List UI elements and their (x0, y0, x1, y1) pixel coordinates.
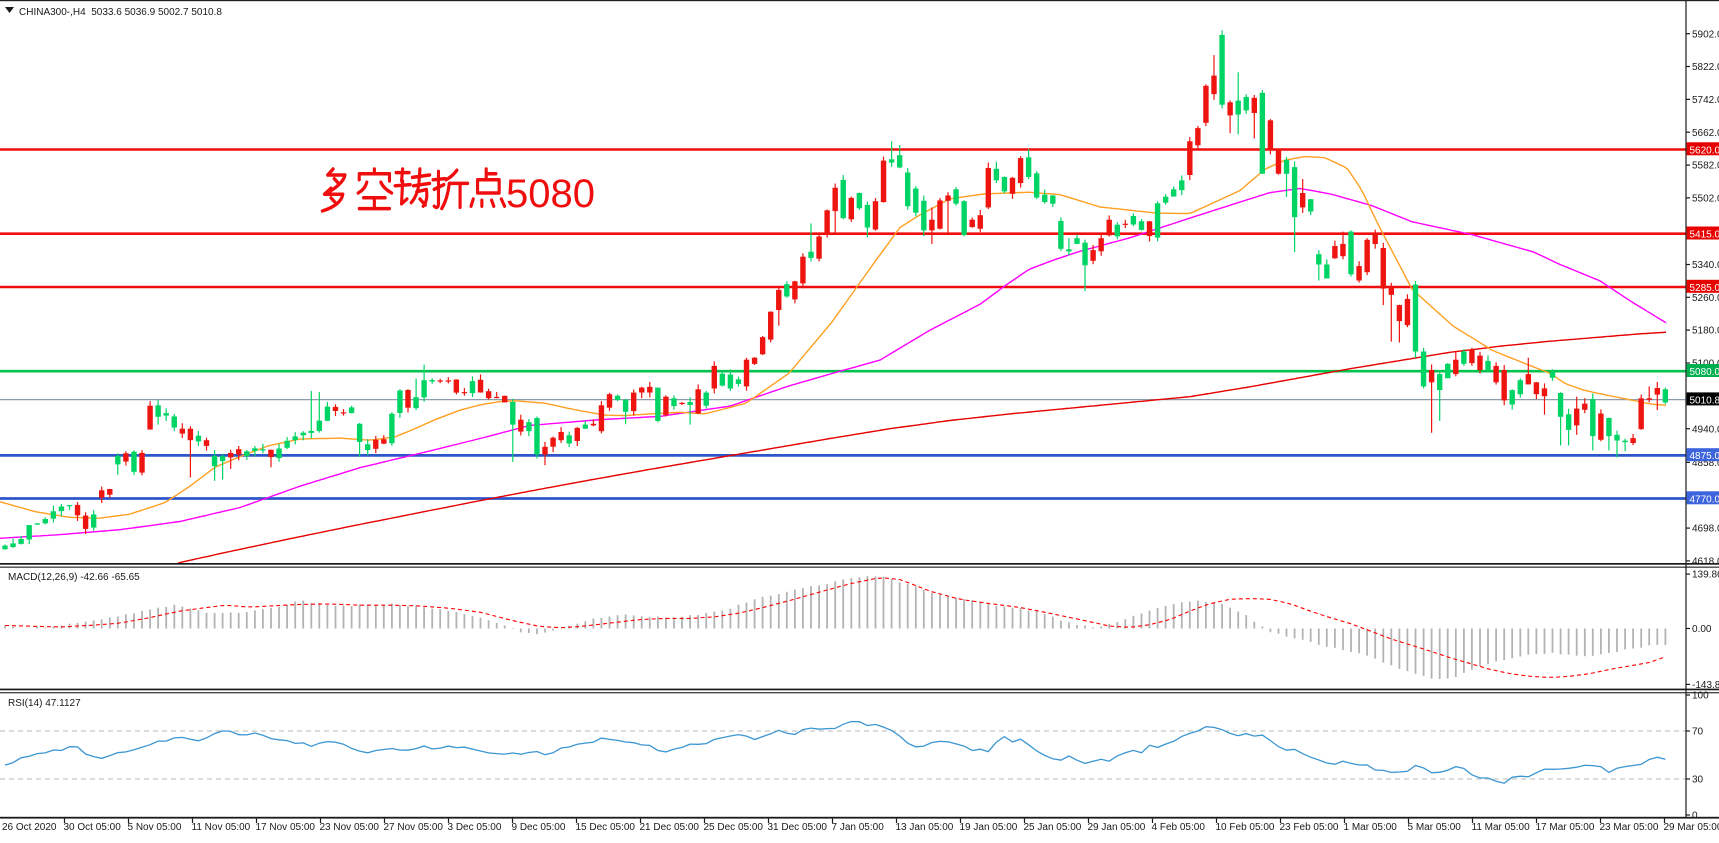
svg-text:13 Jan 05:00: 13 Jan 05:00 (896, 822, 954, 833)
svg-text:23 Feb 05:00: 23 Feb 05:00 (1280, 822, 1339, 833)
svg-text:5502.0: 5502.0 (1692, 194, 1719, 205)
svg-text:4 Feb 05:00: 4 Feb 05:00 (1152, 822, 1206, 833)
svg-text:0: 0 (1692, 811, 1698, 822)
svg-text:5902.0: 5902.0 (1692, 29, 1719, 40)
svg-text:MACD(12,26,9) -42.66 -65.65: MACD(12,26,9) -42.66 -65.65 (8, 572, 140, 583)
svg-text:26 Oct 2020: 26 Oct 2020 (2, 822, 57, 833)
svg-text:5180.0: 5180.0 (1692, 326, 1719, 337)
svg-text:5340.0: 5340.0 (1692, 260, 1719, 271)
svg-text:5742.0: 5742.0 (1692, 95, 1719, 106)
svg-text:4940.0: 4940.0 (1692, 424, 1719, 435)
svg-text:5822.0: 5822.0 (1692, 62, 1719, 73)
svg-text:5285.0: 5285.0 (1690, 283, 1719, 294)
svg-text:5620.0: 5620.0 (1690, 145, 1719, 156)
svg-text:4618.0: 4618.0 (1692, 557, 1719, 568)
svg-text:30 Oct 05:00: 30 Oct 05:00 (64, 822, 122, 833)
svg-text:5260.0: 5260.0 (1692, 293, 1719, 304)
svg-text:5662.0: 5662.0 (1692, 128, 1719, 139)
svg-text:4875.0: 4875.0 (1690, 451, 1719, 462)
svg-text:29 Mar 05:00: 29 Mar 05:00 (1664, 822, 1719, 833)
svg-text:CHINA300-,H4 5033.6 5036.9 50: CHINA300-,H4 5033.6 5036.9 5002.7 5010.8 (19, 7, 222, 18)
svg-text:139.86: 139.86 (1692, 570, 1719, 581)
svg-text:9 Dec 05:00: 9 Dec 05:00 (512, 822, 566, 833)
svg-text:-143.82: -143.82 (1692, 680, 1719, 691)
svg-text:11 Nov 05:00: 11 Nov 05:00 (192, 822, 251, 833)
svg-text:3 Dec 05:00: 3 Dec 05:00 (448, 822, 502, 833)
svg-text:19 Jan 05:00: 19 Jan 05:00 (960, 822, 1018, 833)
svg-text:17 Nov 05:00: 17 Nov 05:00 (256, 822, 316, 833)
svg-text:23 Mar 05:00: 23 Mar 05:00 (1600, 822, 1659, 833)
svg-text:15 Dec 05:00: 15 Dec 05:00 (576, 822, 636, 833)
svg-text:5 Nov 05:00: 5 Nov 05:00 (128, 822, 182, 833)
svg-text:30: 30 (1692, 775, 1704, 786)
svg-text:23 Nov 05:00: 23 Nov 05:00 (320, 822, 380, 833)
svg-text:31 Dec 05:00: 31 Dec 05:00 (768, 822, 828, 833)
svg-text:11 Mar 05:00: 11 Mar 05:00 (1472, 822, 1531, 833)
svg-text:5582.0: 5582.0 (1692, 161, 1719, 172)
svg-text:25 Jan 05:00: 25 Jan 05:00 (1024, 822, 1082, 833)
svg-text:5080: 5080 (506, 172, 595, 216)
svg-text:29 Jan 05:00: 29 Jan 05:00 (1088, 822, 1146, 833)
svg-text:7 Jan 05:00: 7 Jan 05:00 (832, 822, 885, 833)
svg-text:27 Nov 05:00: 27 Nov 05:00 (384, 822, 444, 833)
svg-text:1 Mar 05:00: 1 Mar 05:00 (1344, 822, 1398, 833)
svg-text:100: 100 (1692, 691, 1709, 702)
svg-text:5080.0: 5080.0 (1690, 367, 1719, 378)
svg-text:70: 70 (1692, 727, 1704, 738)
svg-text:21 Dec 05:00: 21 Dec 05:00 (640, 822, 700, 833)
svg-text:17 Mar 05:00: 17 Mar 05:00 (1536, 822, 1595, 833)
svg-text:4698.0: 4698.0 (1692, 524, 1719, 535)
svg-text:25 Dec 05:00: 25 Dec 05:00 (704, 822, 764, 833)
svg-text:RSI(14) 47.1127: RSI(14) 47.1127 (8, 698, 81, 709)
svg-text:5 Mar 05:00: 5 Mar 05:00 (1408, 822, 1462, 833)
svg-text:5010.8: 5010.8 (1690, 395, 1719, 406)
svg-text:10 Feb 05:00: 10 Feb 05:00 (1216, 822, 1275, 833)
svg-text:0.00: 0.00 (1692, 624, 1712, 635)
svg-text:4770.0: 4770.0 (1690, 494, 1719, 505)
svg-text:5415.0: 5415.0 (1690, 230, 1719, 241)
